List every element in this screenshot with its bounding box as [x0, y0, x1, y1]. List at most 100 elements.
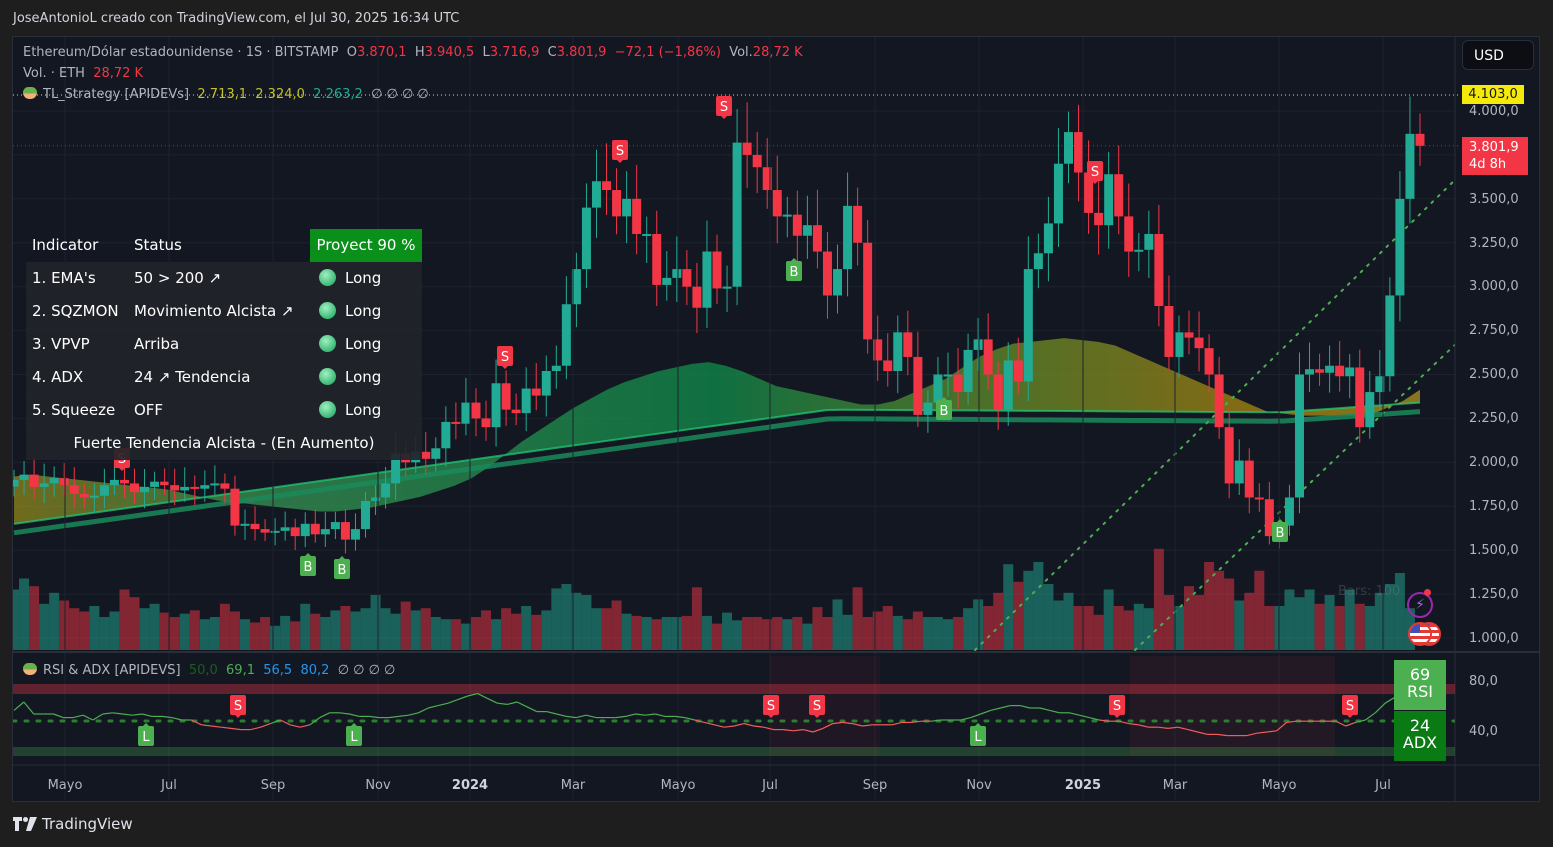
time-axis-label: Jul: [161, 778, 177, 793]
sell-signal: S: [1109, 695, 1125, 718]
indicator-signal: Long: [310, 262, 381, 295]
price-tick: 4.000,0: [1469, 104, 1519, 119]
sell-signal: S: [1342, 695, 1358, 718]
signal-label: Long: [345, 335, 382, 353]
sell-signal: S: [612, 140, 628, 163]
frog-icon: [23, 663, 37, 675]
buy-signal: B: [334, 556, 350, 579]
strategy-value-3: 2.263,2: [313, 87, 363, 102]
chart-credit: JoseAntonioL creado con TradingView.com,…: [13, 11, 460, 26]
svg-text:B: B: [338, 563, 347, 578]
time-axis-label: Nov: [966, 778, 992, 793]
rsi-legend[interactable]: RSI & ADX [APIDEVS] 50,0 69,1 56,5 80,2 …: [23, 663, 395, 678]
rsi-value-2: 69,1: [226, 663, 255, 678]
buy-signal: B: [1272, 519, 1288, 542]
adx-badge-value: 24: [1409, 716, 1431, 735]
price-tick: 1.750,0: [1469, 499, 1519, 514]
indicator-table-header: Indicator Status Proyect 90 %: [26, 229, 422, 262]
symbol-legend[interactable]: Ethereum/Dólar estadounidense · 1S · BIT…: [23, 45, 803, 60]
volume-legend[interactable]: Vol. · ETH 28,72 K: [23, 66, 143, 81]
svg-text:L: L: [142, 730, 150, 745]
long-signal: L: [346, 723, 362, 746]
time-axis[interactable]: Mayo Jul Sep Nov 2024 Mar Mayo Jul Sep Nov 2025 Mar…: [12, 765, 1455, 801]
close-value: 3.801,9: [556, 45, 607, 60]
price-tick: 3.250,0: [1469, 236, 1519, 251]
strategy-empty-values: ∅ ∅ ∅ ∅: [371, 87, 429, 102]
indicator-status: 50 > 200 ↗: [134, 269, 222, 287]
svg-text:S: S: [813, 699, 821, 714]
signal-label: Long: [345, 368, 382, 386]
symbol-title[interactable]: Ethereum/Dólar estadounidense · 1S · BIT…: [23, 45, 339, 60]
currency-button[interactable]: USD: [1462, 40, 1534, 70]
tradingview-logo-icon: [13, 817, 37, 831]
svg-text:S: S: [767, 699, 775, 714]
rsi-badge-value: 69: [1409, 665, 1431, 684]
signal-dot-icon: [319, 401, 336, 418]
indicator-name: 5. Squeeze: [32, 401, 116, 419]
signal-label: Long: [345, 302, 382, 320]
tradingview-brand[interactable]: TradingView: [13, 815, 133, 833]
signal-dot-icon: [319, 269, 336, 286]
project-badge: Proyect 90 %: [310, 229, 422, 262]
sell-signal: S: [1087, 161, 1103, 184]
time-axis-label: Mayo: [47, 778, 83, 793]
rsi-label: RSI & ADX [APIDEVS]: [43, 663, 181, 678]
price-tick: 2.250,0: [1469, 411, 1519, 426]
time-axis-label: Jul: [762, 778, 778, 793]
low-label: L: [482, 45, 490, 60]
indicator-status: 24 ↗ Tendencia: [134, 368, 251, 386]
indicator-status: OFF: [134, 401, 164, 419]
adx-value-badge: 24 ADX: [1394, 711, 1446, 761]
notification-dot-icon: [1424, 589, 1431, 596]
time-axis-label: Sep: [260, 778, 286, 793]
table-row: 5. Squeeze OFF Long: [26, 394, 422, 428]
svg-text:S: S: [720, 100, 728, 115]
price-tick: 3.500,0: [1469, 192, 1519, 207]
time-axis-label: Mayo: [1261, 778, 1297, 793]
time-axis-label: 2025: [1064, 778, 1102, 793]
lightning-icon[interactable]: ⚡: [1407, 592, 1433, 618]
svg-text:S: S: [1346, 699, 1354, 714]
svg-text:B: B: [940, 404, 949, 419]
price-tick: 2.500,0: [1469, 367, 1519, 382]
last-price-tag: 3.801,9 4d 8h: [1462, 137, 1528, 175]
last-price-value: 3.801,9: [1469, 140, 1519, 155]
frog-icon: [23, 87, 37, 99]
close-label: C: [547, 45, 557, 60]
low-value: 3.716,9: [489, 45, 540, 60]
svg-text:L: L: [350, 730, 358, 745]
table-row: 1. EMA's 50 > 200 ↗ Long: [26, 262, 422, 296]
long-signal: L: [138, 723, 154, 746]
open-label: O: [346, 45, 357, 60]
price-tick: 1.500,0: [1469, 543, 1519, 558]
high-price-tag: 4.103,0: [1462, 85, 1524, 104]
rsi-empty-values: ∅ ∅ ∅ ∅: [337, 663, 396, 678]
high-label: H: [414, 45, 425, 60]
time-axis-label: Sep: [862, 778, 888, 793]
sell-signal: S: [716, 96, 732, 119]
vol-label: Vol.: [729, 45, 753, 60]
price-tick: 2.000,0: [1469, 455, 1519, 470]
time-axis-label: Jul: [1375, 778, 1391, 793]
signal-dot-icon: [319, 335, 336, 352]
signal-label: Long: [345, 401, 382, 419]
svg-text:S: S: [1113, 699, 1121, 714]
svg-text:B: B: [1276, 526, 1285, 541]
price-tick: 3.000,0: [1469, 279, 1519, 294]
us-flag-icon[interactable]: [1408, 622, 1432, 646]
price-tick: 1.000,0: [1469, 631, 1519, 646]
indicator-table-footer: Fuerte Tendencia Alcista - (En Aumento): [26, 427, 422, 460]
svg-text:L: L: [974, 730, 982, 745]
svg-text:S: S: [234, 699, 242, 714]
buy-signal: B: [300, 553, 316, 576]
bars-watermark: Bars: 100: [1338, 584, 1401, 599]
change-value: −72,1 (−1,86%): [614, 45, 721, 60]
time-axis-label: Mar: [560, 778, 586, 793]
buy-signal: B: [786, 258, 802, 281]
price-tick: 1.250,0: [1469, 587, 1519, 602]
strategy-label: TL_Strategy [APIDEVs]: [43, 87, 190, 102]
rsi-value-1: 50,0: [188, 663, 218, 678]
strategy-legend[interactable]: TL_Strategy [APIDEVs] 2.713,1 2.324,0 2.…: [23, 87, 429, 102]
signal-dot-icon: [319, 368, 336, 385]
